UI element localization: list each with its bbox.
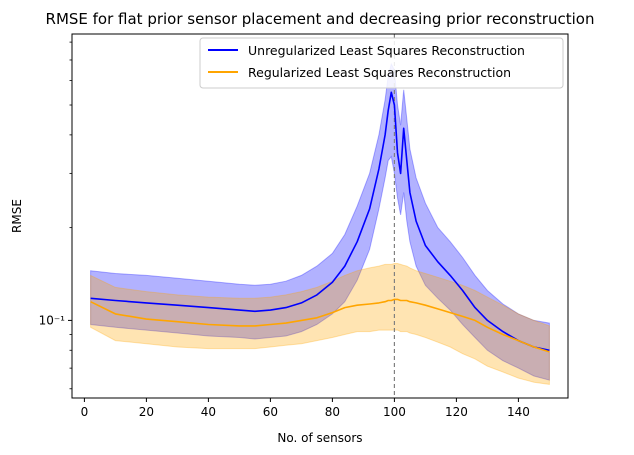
x-tick-label: 60 [263, 405, 278, 419]
band-regularized [90, 263, 550, 385]
y-axis: 10⁻¹ [39, 41, 72, 390]
x-tick-label: 100 [383, 405, 406, 419]
legend-label-regularized: Regularized Least Squares Reconstruction [248, 65, 511, 80]
x-tick-label: 120 [445, 405, 468, 419]
plot-frame [71, 33, 569, 399]
x-axis-label: No. of sensors [277, 431, 362, 445]
x-tick-label: 80 [325, 405, 340, 419]
y-tick-label: 10⁻¹ [39, 313, 66, 327]
plot-area [90, 34, 550, 398]
legend: Unregularized Least Squares Reconstructi… [199, 37, 564, 89]
band-unregularized [90, 62, 550, 381]
chart-title: RMSE for flat prior sensor placement and… [46, 10, 595, 28]
series-line-regularized [90, 298, 550, 353]
x-tick-label: 0 [81, 405, 89, 419]
legend-label-unregularized: Unregularized Least Squares Reconstructi… [248, 43, 525, 58]
series-line-unregularized [90, 91, 550, 352]
y-axis-label: RMSE [10, 199, 24, 233]
x-tick-label: 40 [201, 405, 216, 419]
legend-frame [199, 37, 564, 89]
x-axis: 0 20 40 60 80 100 120 140 [81, 398, 530, 419]
x-tick-label: 20 [139, 405, 154, 419]
x-tick-label: 140 [507, 405, 530, 419]
